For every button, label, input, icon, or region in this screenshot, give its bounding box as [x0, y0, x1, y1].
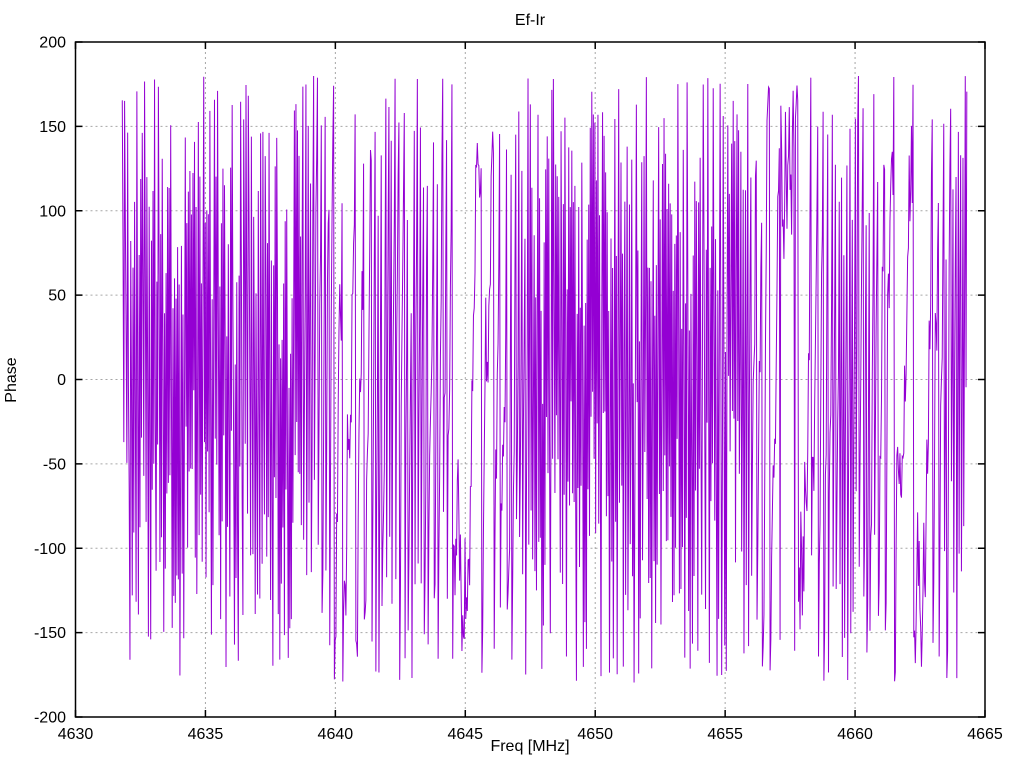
x-tick-label: 4660	[837, 726, 873, 743]
y-axis-label: Phase	[3, 357, 20, 402]
y-tick-label: 200	[39, 35, 66, 52]
x-tick-label: 4665	[967, 726, 1003, 743]
x-tick-labels: 4630 4635 4640 4645 4650 4655 4660 4665	[58, 726, 1003, 743]
chart-title: Ef-Ir	[515, 12, 546, 29]
x-tick-label: 4630	[58, 726, 94, 743]
series-layer	[121, 76, 968, 683]
x-tick-label: 4655	[707, 726, 743, 743]
y-tick-label: 150	[39, 119, 66, 136]
y-tick-label: -150	[34, 625, 66, 642]
x-axis-label: Freq [MHz]	[490, 738, 569, 755]
x-tick-label: 4650	[577, 726, 613, 743]
y-tick-label: -50	[43, 456, 66, 473]
phase-trace	[121, 76, 968, 683]
y-tick-label: 0	[57, 372, 66, 389]
y-tick-label: 50	[48, 288, 66, 305]
y-tick-label: -100	[34, 541, 66, 558]
x-tick-label: 4635	[188, 726, 224, 743]
tick-marks-layer	[74, 41, 986, 718]
x-tick-label: 4640	[318, 726, 354, 743]
y-tick-label: -200	[34, 710, 66, 727]
y-tick-labels: -200 -150 -100 -50 0 50 100 150 200	[34, 35, 66, 727]
x-tick-label: 4645	[447, 726, 483, 743]
y-tick-label: 100	[39, 203, 66, 220]
